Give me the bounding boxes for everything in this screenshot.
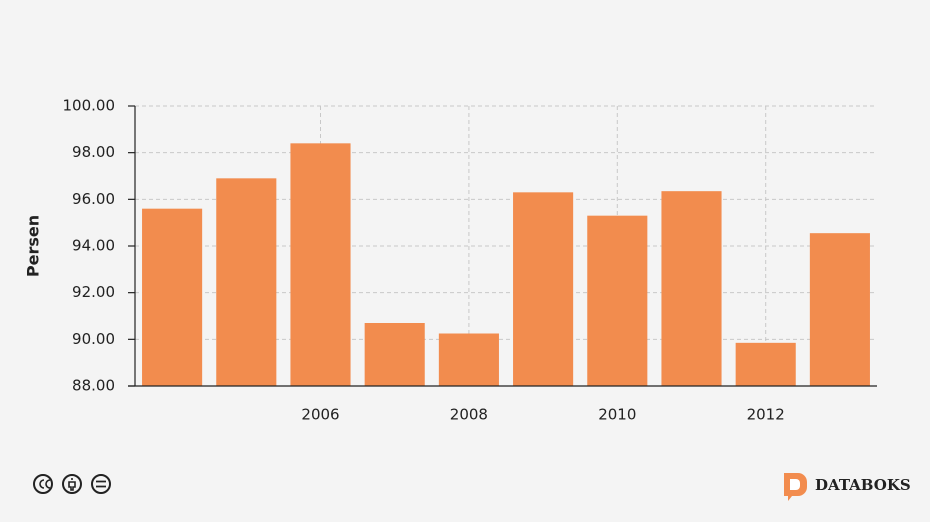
plot-area: 88.00 90.00 92.00 94.00 96.00 98.00 100.00 2006…	[63, 97, 877, 424]
bar	[364, 323, 425, 386]
brand-mark-inner	[790, 479, 800, 490]
license-icons	[33, 474, 111, 494]
bar	[513, 192, 574, 386]
y-tick-label: 100.00	[63, 97, 116, 115]
y-tick-label: 90.00	[72, 330, 115, 348]
y-tick-label: 96.00	[72, 190, 115, 208]
y-tick-label: 94.00	[72, 237, 115, 255]
by-icon	[62, 474, 82, 494]
bar	[587, 215, 648, 386]
y-tick-label: 98.00	[72, 143, 115, 161]
cc-glyph	[39, 479, 51, 489]
y-axis-label: Persen	[24, 215, 43, 277]
nd-glyph	[96, 480, 106, 488]
bar	[809, 233, 870, 386]
bar	[735, 342, 796, 386]
bar	[438, 333, 499, 386]
bar	[216, 178, 277, 386]
y-tick-label: 88.00	[72, 377, 115, 395]
bar	[661, 191, 722, 386]
by-glyph	[68, 478, 76, 491]
y-tick-label: 92.00	[72, 283, 115, 301]
bar	[142, 208, 203, 386]
cc-icon	[33, 474, 53, 494]
x-tick-label: 2008	[450, 406, 488, 424]
bar	[290, 143, 351, 386]
brand-logo	[784, 473, 807, 501]
x-tick-label: 2010	[598, 406, 636, 424]
x-tick-label: 2012	[747, 406, 785, 424]
brand-name: DATABOKS	[815, 476, 911, 494]
x-tick-label: 2006	[301, 406, 339, 424]
nd-icon	[91, 474, 111, 494]
